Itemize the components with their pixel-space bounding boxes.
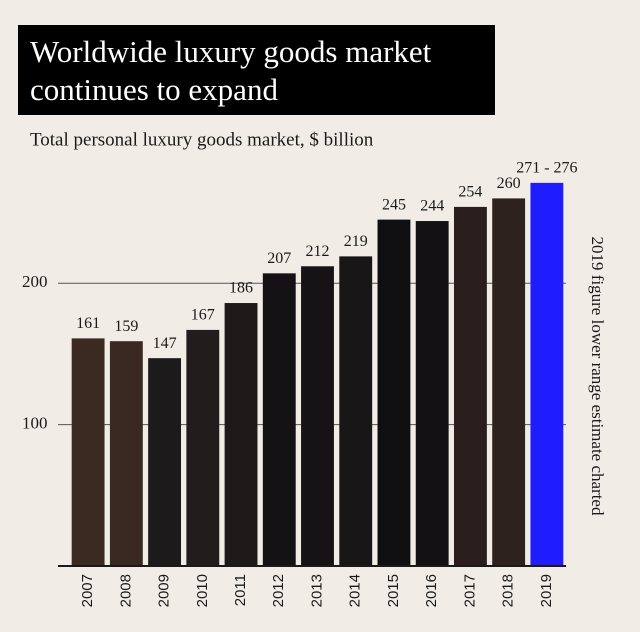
bar (530, 182, 564, 567)
bar (71, 338, 105, 566)
x-tick-label: 2019 (538, 574, 555, 607)
chart-subtitle: Total personal luxury goods market, $ bi… (30, 129, 374, 150)
x-tick-label: 2018 (500, 574, 517, 607)
x-tick-label: 2007 (79, 574, 96, 607)
x-tick-label: 2010 (194, 574, 211, 607)
value-label: 167 (191, 307, 215, 324)
bar (377, 219, 411, 566)
bar (415, 221, 449, 566)
bar (148, 358, 182, 566)
bar (262, 273, 296, 566)
value-label: 147 (153, 335, 177, 352)
bar (492, 198, 526, 566)
bar (301, 266, 334, 566)
bar (453, 206, 487, 566)
y-tick-label: 100 (22, 414, 48, 433)
value-label: 245 (382, 196, 406, 213)
value-label: 260 (497, 175, 521, 192)
y-tick-label: 200 (22, 272, 48, 291)
chart-title: continues to expand (30, 72, 278, 107)
value-label: 271 - 276 (516, 160, 577, 177)
bar (224, 303, 258, 566)
title-box (18, 25, 495, 115)
value-label: 161 (76, 315, 100, 332)
x-tick-label: 2015 (385, 574, 402, 607)
x-tick-label: 2014 (347, 574, 364, 607)
x-tick-label: 2008 (117, 574, 134, 607)
value-label: 244 (420, 198, 444, 215)
x-tick-label: 2017 (461, 574, 478, 607)
annotation: 2019 figure lower range estimate charted (588, 237, 607, 516)
bar (109, 341, 143, 566)
value-label: 212 (306, 243, 330, 260)
x-tick-label: 2011 (232, 574, 249, 606)
value-label: 219 (344, 233, 368, 250)
value-label: 186 (229, 280, 253, 297)
x-tick-label: 2012 (270, 574, 287, 607)
value-label: 254 (458, 184, 482, 201)
x-tick-label: 2013 (308, 574, 325, 607)
x-tick-label: 2009 (156, 574, 173, 607)
bar (186, 329, 220, 566)
bar (339, 256, 373, 566)
value-label: 207 (267, 250, 291, 267)
chart-title: Worldwide luxury goods market (30, 34, 432, 69)
value-label: 159 (114, 318, 138, 335)
x-tick-label: 2016 (423, 574, 440, 607)
